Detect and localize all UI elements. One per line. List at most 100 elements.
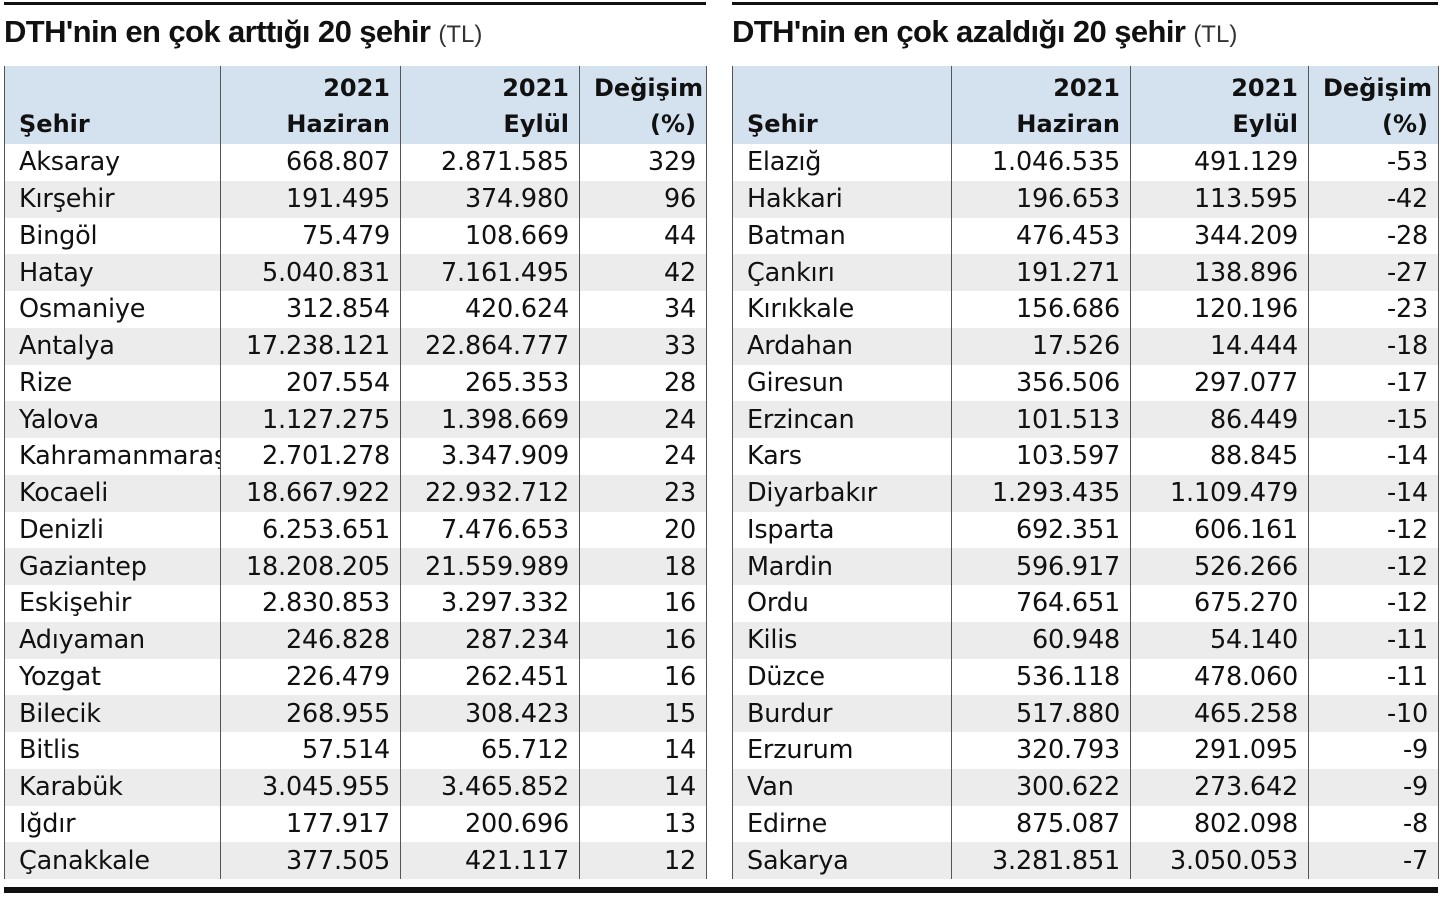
city-cell: Hatay xyxy=(4,254,221,291)
city-cell: Burdur xyxy=(732,695,952,732)
table-row: Ordu 764.651 675.270 -12 xyxy=(732,585,1439,622)
september-value-cell: 14.444 xyxy=(1130,327,1309,365)
table-row: Isparta 692.351 606.161 -12 xyxy=(732,511,1439,549)
june-month: Haziran xyxy=(1016,110,1120,138)
change-percent-cell: 16 xyxy=(579,621,707,659)
september-value-cell: 273.642 xyxy=(1130,768,1309,806)
table-row: Bilecik 268.955 308.423 15 xyxy=(4,695,707,732)
table-row: Erzurum 320.793 291.095 -9 xyxy=(732,732,1439,769)
city-cell: Bilecik xyxy=(4,695,221,732)
june-month: Haziran xyxy=(286,110,390,138)
table-row: Kırıkkale 156.686 120.196 -23 xyxy=(732,291,1439,328)
change-unit: (%) xyxy=(650,110,696,138)
city-cell: Giresun xyxy=(732,364,952,402)
table-row: Rize 207.554 265.353 28 xyxy=(4,364,707,402)
change-percent-cell: 14 xyxy=(579,768,707,806)
city-cell: Elazığ xyxy=(732,144,952,181)
decrease-table-body: Elazığ 1.046.535 491.129 -53 Hakkari 196.653 1… xyxy=(732,144,1439,879)
june-value-cell: 17.526 xyxy=(951,327,1131,365)
june-value-cell: 196.653 xyxy=(951,180,1131,218)
june-value-cell: 5.040.831 xyxy=(220,254,401,291)
table-row: Kocaeli 18.667.922 22.932.712 23 xyxy=(4,474,707,512)
column-header-september: 2021 Eylül xyxy=(1130,66,1309,144)
city-cell: Yozgat xyxy=(4,658,221,696)
september-value-cell: 606.161 xyxy=(1130,511,1309,549)
city-cell: Mardin xyxy=(732,548,952,585)
june-value-cell: 356.506 xyxy=(951,364,1131,402)
change-percent-cell: -12 xyxy=(1308,548,1439,585)
june-year: 2021 xyxy=(323,74,390,102)
city-cell: Çanakkale xyxy=(4,842,221,879)
september-value-cell: 22.864.777 xyxy=(400,327,580,365)
june-value-cell: 207.554 xyxy=(220,364,401,402)
table-row: Yozgat 226.479 262.451 16 xyxy=(4,658,707,696)
change-percent-cell: 13 xyxy=(579,805,707,843)
june-value-cell: 60.948 xyxy=(951,621,1131,659)
september-value-cell: 22.932.712 xyxy=(400,474,580,512)
city-cell: Kahramanmaraş xyxy=(4,438,221,475)
table-row: Batman 476.453 344.209 -28 xyxy=(732,217,1439,255)
june-value-cell: 18.667.922 xyxy=(220,474,401,512)
september-value-cell: 3.297.332 xyxy=(400,585,580,622)
september-value-cell: 526.266 xyxy=(1130,548,1309,585)
column-header-september: 2021 Eylül xyxy=(400,66,580,144)
september-value-cell: 2.871.585 xyxy=(400,144,580,181)
change-percent-cell: -11 xyxy=(1308,658,1439,696)
september-value-cell: 308.423 xyxy=(400,695,580,732)
table-row: Bingöl 75.479 108.669 44 xyxy=(4,217,707,255)
june-value-cell: 3.045.955 xyxy=(220,768,401,806)
city-cell: Kocaeli xyxy=(4,474,221,512)
june-value-cell: 300.622 xyxy=(951,768,1131,806)
change-percent-cell: -12 xyxy=(1308,511,1439,549)
change-unit: (%) xyxy=(1382,110,1428,138)
september-value-cell: 374.980 xyxy=(400,180,580,218)
table-row: Gaziantep 18.208.205 21.559.989 18 xyxy=(4,548,707,585)
table-row: Çanakkale 377.505 421.117 12 xyxy=(4,842,707,879)
city-cell: Denizli xyxy=(4,511,221,549)
september-value-cell: 200.696 xyxy=(400,805,580,843)
table-row: Antalya 17.238.121 22.864.777 33 xyxy=(4,327,707,365)
change-percent-cell: -14 xyxy=(1308,438,1439,475)
decrease-table: Şehir 2021 Haziran 2021 Eylül Değişim (%… xyxy=(732,66,1439,879)
september-value-cell: 344.209 xyxy=(1130,217,1309,255)
table-row: Kırşehir 191.495 374.980 96 xyxy=(4,180,707,218)
change-percent-cell: 42 xyxy=(579,254,707,291)
table-row: Kars 103.597 88.845 -14 xyxy=(732,438,1439,475)
table-row: Giresun 356.506 297.077 -17 xyxy=(732,364,1439,402)
table-row: Denizli 6.253.651 7.476.653 20 xyxy=(4,511,707,549)
september-value-cell: 420.624 xyxy=(400,291,580,328)
city-cell: Iğdır xyxy=(4,805,221,843)
june-value-cell: 517.880 xyxy=(951,695,1131,732)
change-percent-cell: -17 xyxy=(1308,364,1439,402)
city-cell: Yalova xyxy=(4,401,221,438)
change-percent-cell: -15 xyxy=(1308,401,1439,438)
september-value-cell: 1.398.669 xyxy=(400,401,580,438)
city-cell: Karabük xyxy=(4,768,221,806)
table-row: Kilis 60.948 54.140 -11 xyxy=(732,621,1439,659)
change-percent-cell: -10 xyxy=(1308,695,1439,732)
september-value-cell: 7.161.495 xyxy=(400,254,580,291)
city-cell: Isparta xyxy=(732,511,952,549)
june-value-cell: 75.479 xyxy=(220,217,401,255)
table-row: Aksaray 668.807 2.871.585 329 xyxy=(4,144,707,181)
city-cell: Bingöl xyxy=(4,217,221,255)
june-value-cell: 268.955 xyxy=(220,695,401,732)
table-row: Edirne 875.087 802.098 -8 xyxy=(732,805,1439,843)
september-value-cell: 1.109.479 xyxy=(1130,474,1309,512)
change-percent-cell: 15 xyxy=(579,695,707,732)
september-value-cell: 108.669 xyxy=(400,217,580,255)
table-row: Erzincan 101.513 86.449 -15 xyxy=(732,401,1439,438)
column-header-change: Değişim (%) xyxy=(579,66,707,144)
city-cell: Ardahan xyxy=(732,327,952,365)
table-row: Sakarya 3.281.851 3.050.053 -7 xyxy=(732,842,1439,879)
change-percent-cell: 24 xyxy=(579,438,707,475)
september-value-cell: 120.196 xyxy=(1130,291,1309,328)
june-value-cell: 177.917 xyxy=(220,805,401,843)
column-header-city: Şehir xyxy=(4,66,221,144)
change-percent-cell: -7 xyxy=(1308,842,1439,879)
june-value-cell: 156.686 xyxy=(951,291,1131,328)
june-value-cell: 668.807 xyxy=(220,144,401,181)
city-cell: Van xyxy=(732,768,952,806)
city-cell: Kilis xyxy=(732,621,952,659)
city-cell: Bitlis xyxy=(4,732,221,769)
